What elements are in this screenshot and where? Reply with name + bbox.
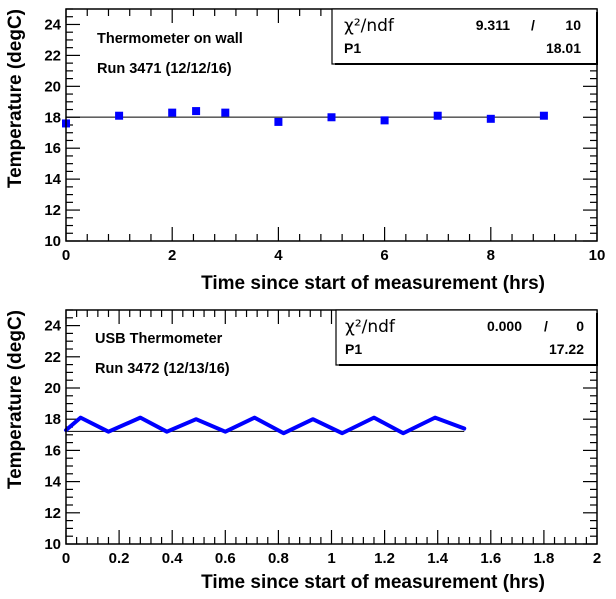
top-x-axis-title: Time since start of measurement (hrs) — [201, 273, 545, 294]
bottom-annotation-run: Run 3472 (12/13/16) — [95, 361, 230, 377]
bottom-y-tick-label: 24 — [44, 318, 61, 335]
bottom-x-tick-label: 0.4 — [162, 550, 184, 567]
bottom-y-tick-label: 18 — [44, 411, 61, 428]
top-y-axis-title: Temperature (degC) — [5, 9, 26, 188]
bottom-x-tick-label: 2 — [593, 550, 601, 567]
bottom-x-tick-label: 1 — [327, 550, 335, 567]
top-data-point — [539, 111, 548, 120]
bottom-x-tick-label: 0.6 — [215, 550, 236, 567]
top-y-tick-label: 20 — [44, 78, 61, 95]
bottom-stats-box: χ²/ndf 0.000 / 0 P1 17.22 — [335, 309, 598, 366]
top-y-tick-label: 16 — [44, 140, 61, 157]
bottom-x-tick-label: 1.8 — [533, 550, 554, 567]
top-data-point — [274, 117, 283, 126]
top-x-tick-label: 2 — [168, 247, 176, 264]
bottom-y-axis-title: Temperature (degC) — [5, 310, 26, 489]
top-y-tick-label: 10 — [44, 233, 61, 250]
bottom-x-tick-label: 1.4 — [427, 550, 449, 567]
bottom-chi2-separator: / — [544, 318, 548, 334]
bottom-x-tick-label: 0.8 — [268, 550, 289, 567]
bottom-y-tick-label: 14 — [44, 474, 61, 491]
bottom-y-tick-label: 12 — [44, 505, 61, 522]
bottom-x-tick-label: 1.6 — [480, 550, 501, 567]
bottom-annotation-title: USB Thermometer — [95, 331, 223, 347]
top-x-tick-label: 10 — [589, 247, 606, 264]
top-data-point — [115, 111, 124, 120]
bottom-y-tick-label: 20 — [44, 380, 61, 397]
bottom-y-tick-label: 10 — [44, 536, 61, 553]
top-p1-label: P1 — [344, 40, 361, 56]
bottom-chi2-value: 0.000 — [487, 318, 522, 334]
top-p1-value: 18.01 — [546, 40, 581, 56]
bottom-plot-frame — [65, 309, 598, 545]
top-data-point — [327, 113, 336, 122]
top-data-point — [433, 111, 442, 120]
bottom-series-line — [64, 415, 467, 436]
bottom-x-axis-title: Time since start of measurement (hrs) — [201, 572, 545, 593]
top-stats-box: χ²/ndf 9.311 / 10 P1 18.01 — [331, 8, 598, 65]
top-x-tick-label: 4 — [274, 247, 283, 264]
top-x-tick-label: 8 — [487, 247, 495, 264]
bottom-x-tick-label: 0 — [62, 550, 70, 567]
top-annotation-title: Thermometer on wall — [97, 31, 243, 47]
bottom-p1-label: P1 — [345, 341, 362, 357]
top-data-point — [486, 114, 495, 123]
bottom-ndf-value: 0 — [576, 318, 584, 334]
bottom-x-tick-label: 0.2 — [109, 550, 130, 567]
top-y-tick-label: 14 — [44, 171, 61, 188]
top-y-tick-label: 12 — [44, 202, 61, 219]
bottom-y-tick-label: 22 — [44, 349, 61, 366]
bottom-p1-value: 17.22 — [549, 341, 584, 357]
top-x-tick-label: 0 — [62, 247, 70, 264]
bottom-y-tick-label: 16 — [44, 442, 61, 459]
top-data-point — [192, 107, 201, 116]
top-chi2-label: χ²/ndf — [344, 16, 395, 36]
bottom-chi2-label: χ²/ndf — [345, 317, 396, 337]
top-data-point — [168, 108, 177, 117]
top-data-point — [380, 116, 389, 125]
top-x-tick-label: 6 — [380, 247, 388, 264]
top-chi2-separator: / — [531, 17, 535, 33]
top-chi2-value: 9.311 — [476, 17, 510, 33]
top-annotation-run: Run 3471 (12/12/16) — [97, 61, 232, 77]
top-y-tick-label: 18 — [44, 109, 61, 126]
top-ndf-value: 10 — [565, 17, 581, 33]
top-y-tick-label: 24 — [44, 16, 61, 33]
top-data-point — [221, 108, 230, 117]
top-y-tick-label: 22 — [44, 47, 61, 64]
bottom-x-tick-label: 1.2 — [374, 550, 395, 567]
